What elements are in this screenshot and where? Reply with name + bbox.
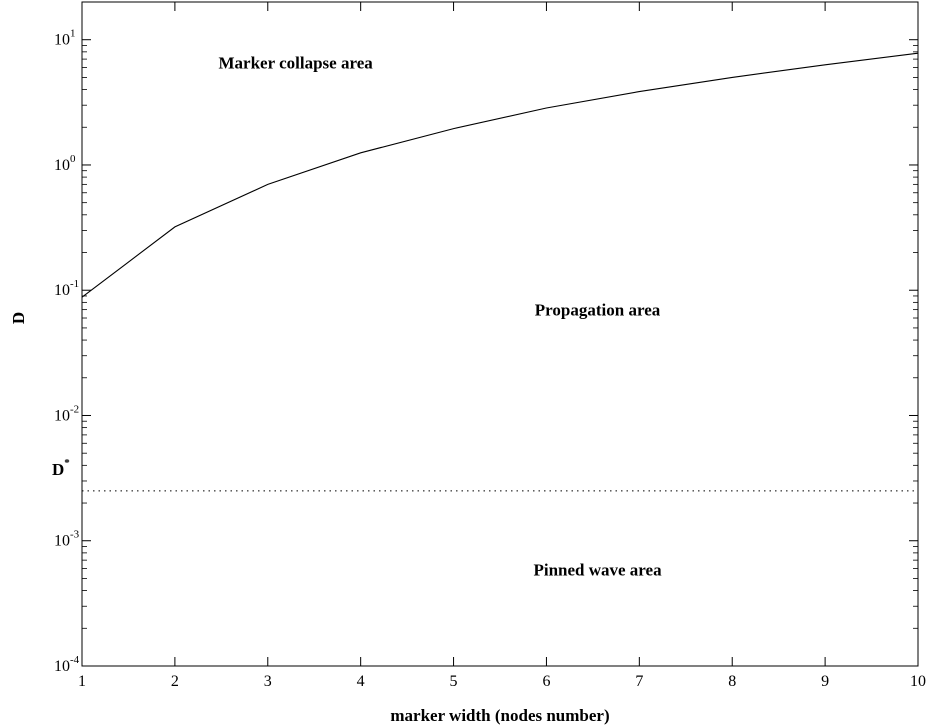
- x-tick-label: 5: [450, 673, 458, 690]
- d-star-label-base: D: [52, 460, 64, 479]
- d-star-label: D*: [52, 457, 70, 479]
- region-annotation: Pinned wave area: [533, 560, 662, 579]
- x-axis-ticks: 1 2 3 4 5 6 7 8 9 10: [78, 2, 926, 690]
- x-tick-label: 6: [542, 673, 550, 690]
- plot-frame: [81, 1, 919, 667]
- x-tick-label: 8: [728, 673, 736, 690]
- y-tick-label: 10-3: [54, 529, 80, 550]
- y-axis-ticks: 10-4 10-3 10-2 10-1 100 101: [54, 28, 918, 675]
- region-annotations: Marker collapse area Propagation area Pinn…: [219, 53, 663, 579]
- y-tick-label: 10-2: [54, 403, 79, 424]
- y-tick-label: 101: [54, 28, 76, 49]
- y-tick-label: 100: [54, 153, 76, 174]
- minor-ticks: [82, 1, 918, 629]
- y-tick-label: 10-4: [54, 654, 80, 675]
- x-tick-label: 10: [910, 673, 926, 690]
- series-line: [81, 52, 919, 298]
- series-group: [81, 52, 919, 298]
- x-tick-label: 4: [357, 673, 365, 690]
- x-tick-label: 2: [171, 673, 179, 690]
- region-annotation: Propagation area: [535, 300, 661, 319]
- d-star-label-sup: *: [64, 457, 70, 469]
- x-tick-label: 7: [635, 673, 643, 690]
- x-tick-label: 1: [78, 673, 86, 690]
- region-annotation: Marker collapse area: [219, 53, 374, 72]
- y-tick-label: 10-1: [54, 278, 79, 299]
- x-tick-label: 3: [264, 673, 272, 690]
- x-tick-label: 9: [821, 673, 829, 690]
- x-axis-label: marker width (nodes number): [390, 706, 609, 725]
- y-axis-label: D: [9, 312, 28, 324]
